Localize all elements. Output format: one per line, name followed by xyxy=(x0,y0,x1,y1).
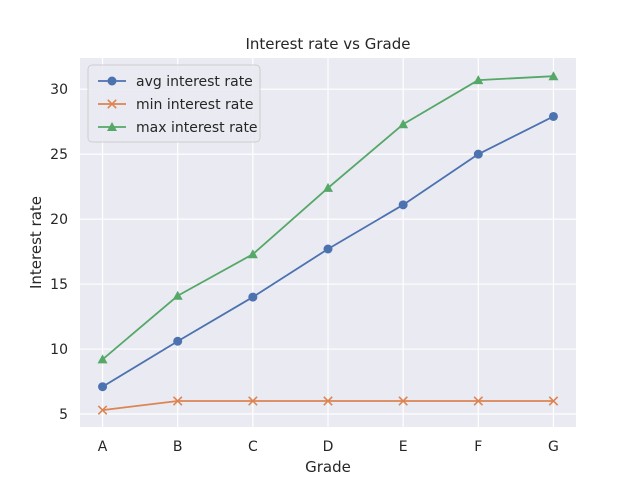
data-point xyxy=(548,111,558,121)
y-tick-label: 10 xyxy=(50,342,68,358)
data-point xyxy=(323,396,333,406)
legend-label: avg interest rate xyxy=(136,74,253,90)
legend-box xyxy=(87,64,261,143)
chart-title: Interest rate vs Grade xyxy=(246,35,411,53)
data-point xyxy=(473,396,484,406)
data-point xyxy=(98,382,108,392)
legend-label: max interest rate xyxy=(136,120,258,136)
x-tick-label: A xyxy=(98,439,108,455)
y-axis-label: Interest rate xyxy=(27,196,45,289)
data-point xyxy=(323,244,333,254)
data-point xyxy=(247,249,258,259)
x-axis-label: Grade xyxy=(305,458,351,476)
series-0 xyxy=(98,111,558,392)
y-axis-ticks: 5 10 15 20 25 30 xyxy=(50,82,68,423)
x-axis-ticks: A B C D E F G xyxy=(98,439,559,455)
x-tick-label: F xyxy=(474,439,482,455)
x-tick-label: C xyxy=(248,439,258,455)
data-point xyxy=(473,149,483,159)
legend-entry: min interest rate xyxy=(98,97,253,113)
series-2 xyxy=(97,71,559,364)
data-point xyxy=(548,71,559,81)
data-point xyxy=(172,290,183,300)
legend-entry: max interest rate xyxy=(98,120,258,136)
data-point xyxy=(398,200,408,210)
legend-label: min interest rate xyxy=(136,97,253,113)
y-tick-label: 25 xyxy=(50,147,68,163)
y-tick-label: 15 xyxy=(50,277,68,293)
data-point xyxy=(548,396,559,406)
y-tick-label: 5 xyxy=(59,407,68,423)
data-point xyxy=(248,292,258,302)
x-tick-label: B xyxy=(173,439,183,455)
data-point xyxy=(398,396,408,406)
legend-marker xyxy=(107,76,117,86)
series-1 xyxy=(97,396,559,415)
data-point xyxy=(323,182,333,192)
data-point xyxy=(97,405,108,415)
x-tick-label: E xyxy=(399,439,408,455)
series-group xyxy=(97,71,559,415)
y-tick-label: 30 xyxy=(50,82,68,98)
data-point xyxy=(172,396,183,406)
data-point xyxy=(173,336,183,346)
data-point xyxy=(248,396,258,406)
x-tick-label: G xyxy=(548,439,559,455)
data-point xyxy=(398,119,409,129)
x-tick-label: D xyxy=(323,439,334,455)
data-point xyxy=(97,354,108,364)
data-point xyxy=(473,75,484,85)
y-tick-label: 20 xyxy=(50,212,68,228)
legend-marker xyxy=(107,122,117,131)
legend: avg interest rate min interest rate max in… xyxy=(87,64,261,143)
legend-entry: avg interest rate xyxy=(98,74,253,90)
legend-marker xyxy=(107,99,117,109)
